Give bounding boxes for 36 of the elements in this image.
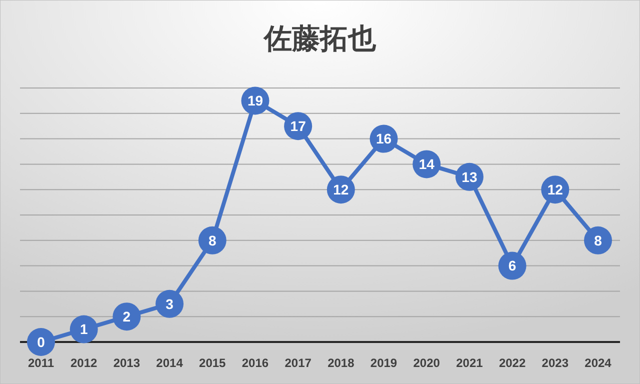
data-label: 1: [80, 321, 88, 338]
x-tick-label: 2022: [498, 356, 526, 370]
data-label: 6: [508, 258, 516, 274]
x-tick-label: 2020: [413, 356, 440, 370]
data-label: 13: [462, 168, 478, 185]
data-label: 0: [37, 334, 46, 350]
data-label: 8: [208, 232, 216, 248]
x-tick-label: 2013: [113, 356, 140, 370]
point: [584, 226, 612, 254]
x-tick-label: 2024: [584, 356, 612, 370]
point: [498, 252, 526, 280]
data-label: 17: [290, 118, 306, 134]
data-label: 12: [333, 182, 349, 198]
x-tick-label: 2021: [456, 356, 484, 370]
data-label: 14: [418, 156, 435, 172]
x-tick-label: 2018: [328, 356, 355, 370]
x-tick-label: 2015: [199, 356, 226, 370]
data-label: 12: [547, 182, 564, 198]
x-tick-label: 2023: [542, 356, 569, 370]
data-label: 16: [376, 130, 392, 147]
x-tick-label: 2016: [242, 356, 269, 370]
x-tick-label: 2019: [370, 356, 398, 370]
x-tick-label: 2012: [70, 356, 98, 370]
point: [198, 226, 226, 254]
x-tick-label: 2017: [284, 356, 312, 370]
data-label: 8: [594, 232, 602, 248]
point: [112, 302, 141, 331]
data-label: 2: [122, 308, 131, 324]
x-tick-label: 2014: [156, 356, 184, 370]
data-label: 19: [247, 92, 264, 109]
point: [156, 290, 184, 318]
chart-title: 佐藤拓也: [263, 22, 377, 55]
x-tick-label: 2011: [28, 356, 54, 370]
data-label: 3: [166, 296, 174, 312]
point: [70, 315, 98, 344]
point: [27, 328, 55, 356]
